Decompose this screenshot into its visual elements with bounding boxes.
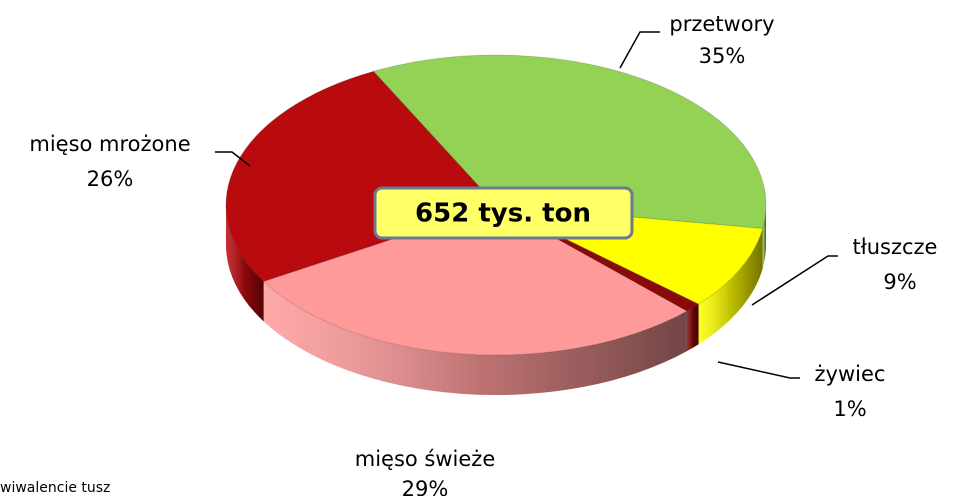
center-label: 652 tys. ton: [415, 199, 591, 229]
center-box: [373, 186, 634, 240]
slice-value-label: 35%: [699, 44, 746, 68]
slice-label: tłuszcze: [853, 235, 938, 259]
leader-line: [717, 361, 800, 379]
leader-line: [751, 255, 838, 306]
note: wiwalencie tusz: [0, 480, 110, 496]
slice-value-label: 1%: [833, 397, 866, 421]
slice-side-shade: [263, 281, 687, 395]
slice-value-label: 26%: [87, 167, 134, 191]
slice-label: przetwory: [669, 12, 774, 36]
slice-label: żywiec: [815, 362, 886, 386]
slice: [372, 54, 767, 229]
labels: przetwory 35% tłuszcze 9% żywiec 1% mięso świe…: [29, 12, 937, 496]
slice-label: mięso mrożone: [29, 132, 190, 156]
slice-side-shade: [226, 205, 264, 322]
slice: [262, 204, 688, 356]
slice-label: mięso świeże: [355, 447, 496, 471]
slice-value-label: 9%: [883, 270, 916, 294]
slice-side-shade: [686, 304, 699, 352]
leader-line: [619, 31, 660, 69]
slice-side-shade: [698, 228, 763, 345]
slice-value-label: 29%: [402, 477, 449, 496]
leader-line: [215, 151, 251, 167]
slice-side-shade: [762, 205, 766, 269]
slice: [225, 70, 497, 282]
